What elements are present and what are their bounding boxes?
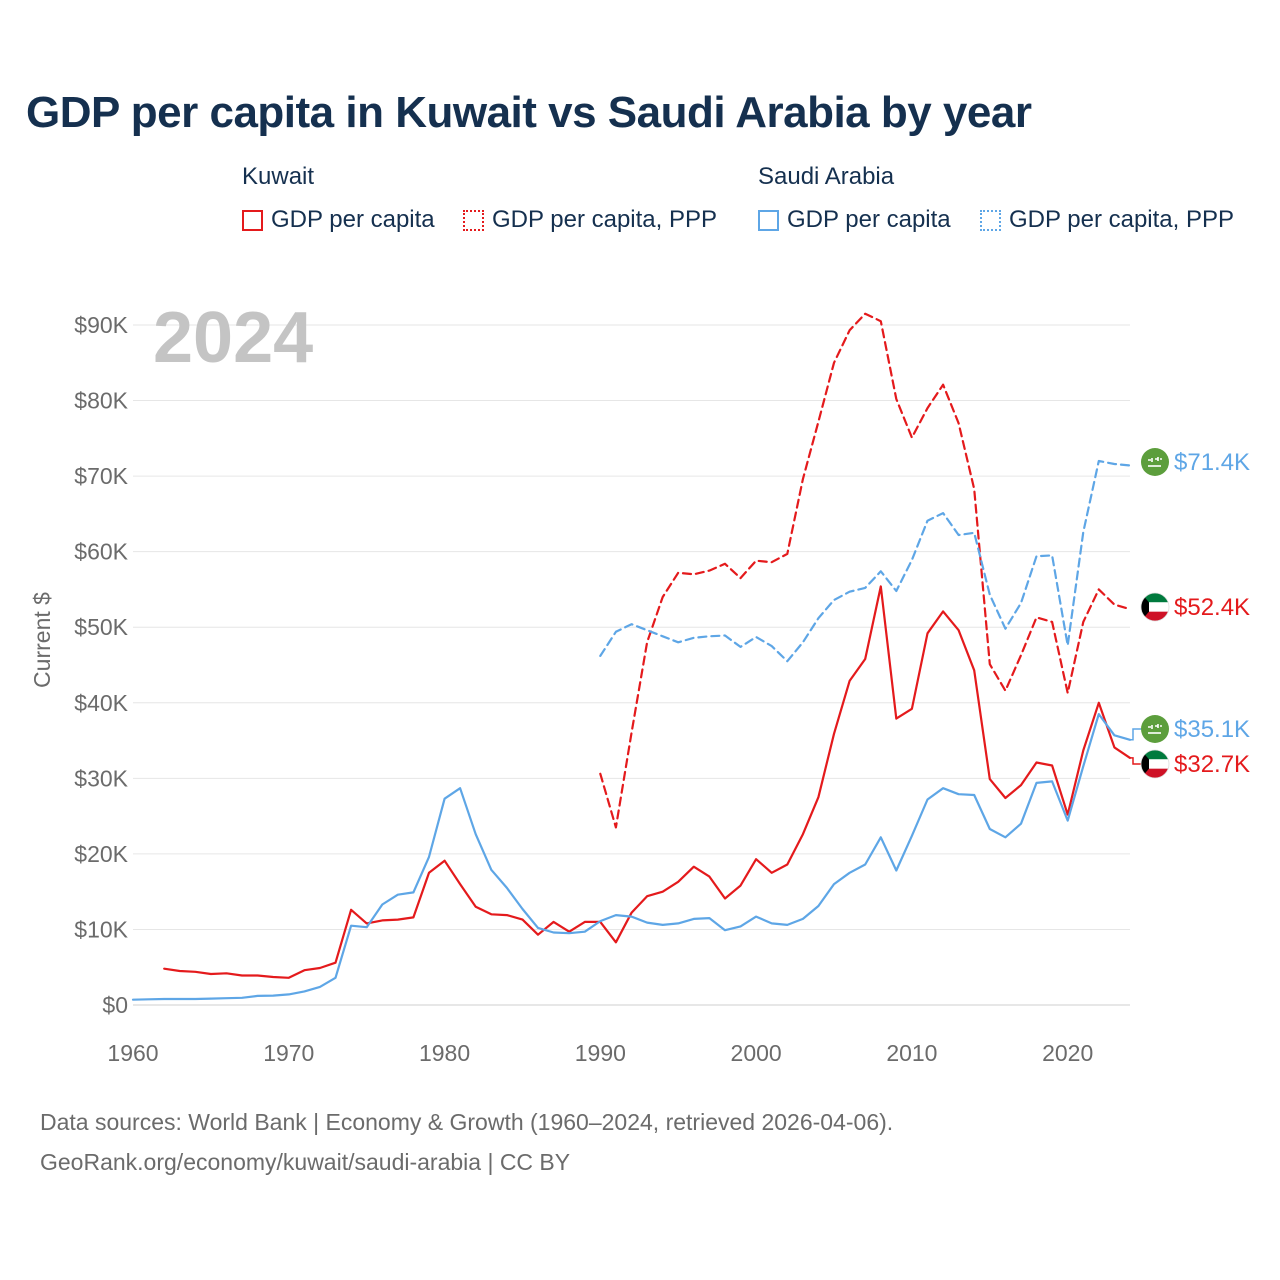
x-tick-label: 1990 <box>575 1040 626 1066</box>
end-label-kuwait-ppp: $52.4K <box>1174 594 1250 621</box>
saudi-flag-icon <box>1141 448 1169 476</box>
end-label-connectors <box>1130 728 1141 765</box>
x-tick-label: 2000 <box>731 1040 782 1066</box>
end-label-saudi-gdp: $35.1K <box>1174 716 1250 743</box>
kuwait-flag-icon <box>1140 592 1170 622</box>
end-label-saudi-ppp: $71.4K <box>1174 449 1250 476</box>
y-tick-label: $70K <box>74 463 128 489</box>
legend-label: GDP per capita, PPP <box>492 206 717 233</box>
saudi-flag-icon <box>1141 715 1169 743</box>
legend-swatch-dotted-icon <box>980 209 1001 231</box>
grid-lines <box>133 324 1130 1006</box>
y-tick-label: $60K <box>74 539 128 565</box>
legend-swatch-solid-icon <box>242 209 263 231</box>
end-label-connector <box>1130 728 1141 741</box>
legend-item-kuwait-gdp[interactable]: GDP per capita <box>242 205 435 235</box>
year-label: 2024 <box>153 298 313 378</box>
y-tick-label: $0 <box>102 992 128 1018</box>
legend-group-kuwait: Kuwait <box>242 163 315 190</box>
y-axis-ticks: $0 $10K $20K $30K $40K $50K $60K $70K $80K $90K <box>74 312 128 1018</box>
y-tick-label: $30K <box>74 765 128 791</box>
y-tick-label: $50K <box>74 614 128 640</box>
footer-sources: Data sources: World Bank | Economy & Gro… <box>40 1109 894 1135</box>
series-line-saudi-arabia-gdp-per-capita-ppp[interactable] <box>599 459 1132 663</box>
legend-label: GDP per capita, PPP <box>1009 206 1234 233</box>
legend-item-saudi-gdp[interactable]: GDP per capita <box>758 205 951 235</box>
end-label-kuwait-gdp: $32.7K <box>1174 751 1250 778</box>
y-axis-label: Current $ <box>29 592 55 688</box>
chart-title: GDP per capita in Kuwait vs Saudi Arabia… <box>26 88 1032 137</box>
y-tick-label: $10K <box>74 916 128 942</box>
kuwait-flag-icon <box>1140 749 1170 779</box>
x-tick-label: 1980 <box>419 1040 470 1066</box>
legend-group-saudi-arabia: Saudi Arabia <box>758 163 895 190</box>
x-tick-label: 1960 <box>107 1040 158 1066</box>
footer-link[interactable]: GeoRank.org/economy/kuwait/saudi-arabia … <box>40 1149 571 1175</box>
y-tick-label: $20K <box>74 841 128 867</box>
series-lines <box>131 312 1132 1001</box>
x-tick-label: 2010 <box>886 1040 937 1066</box>
legend-item-kuwait-gdp-ppp[interactable]: GDP per capita, PPP <box>463 205 717 235</box>
x-axis-ticks: 1960 1970 1980 1990 2000 2010 2020 <box>107 1040 1093 1066</box>
legend-label: GDP per capita <box>787 206 951 233</box>
legend-label: GDP per capita <box>271 206 435 233</box>
series-line-kuwait-gdp-per-capita[interactable] <box>163 585 1132 979</box>
series-line-saudi-arabia-gdp-per-capita[interactable] <box>131 712 1132 1001</box>
x-tick-label: 2020 <box>1042 1040 1093 1066</box>
end-label-connector <box>1130 757 1141 765</box>
legend-item-saudi-gdp-ppp[interactable]: GDP per capita, PPP <box>980 205 1234 235</box>
y-tick-label: $80K <box>74 388 128 414</box>
series-line-kuwait-gdp-per-capita-ppp[interactable] <box>599 312 1132 829</box>
chart-plot: 2024 $0$10K$20K$30K$40K$50K$60K$70K$80K$… <box>29 298 1250 1066</box>
legend-swatch-solid-icon <box>758 209 779 231</box>
y-tick-label: $90K <box>74 312 128 338</box>
x-tick-label: 1970 <box>263 1040 314 1066</box>
y-tick-label: $40K <box>74 690 128 716</box>
legend-swatch-dotted-icon <box>463 209 484 231</box>
